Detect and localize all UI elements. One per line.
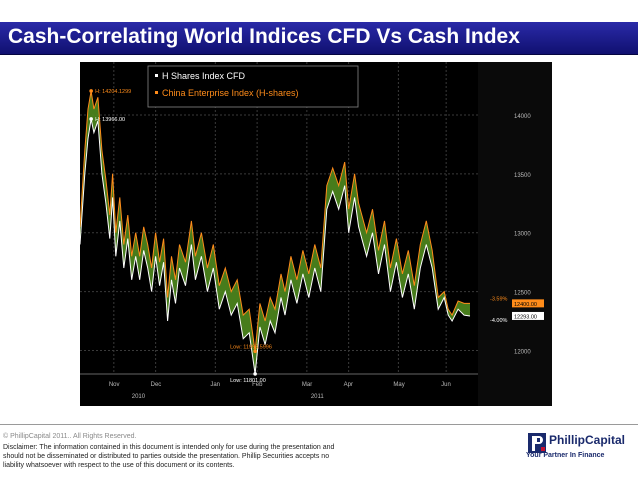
change-label: -4.00% xyxy=(490,318,508,324)
annotation-marker xyxy=(253,349,257,354)
footer-divider xyxy=(0,424,638,425)
disclaimer-text: Disclaimer: The information contained in… xyxy=(3,444,335,469)
annotation-marker xyxy=(89,117,93,121)
x-tick-label: May xyxy=(393,382,404,388)
logo-name: PhillipCapital xyxy=(549,433,626,447)
legend-entry: H Shares Index CFD xyxy=(162,71,246,81)
y-tick-label: 12500 xyxy=(514,291,531,297)
series-line-1 xyxy=(80,90,470,352)
copyright-text: © PhillipCapital 2011.. All Rights Reser… xyxy=(3,433,137,440)
spread-band xyxy=(80,91,470,374)
chart-area: 12000 12500 13000 13500 14000 Nov Dec Jan Feb Mar… xyxy=(80,62,552,406)
price-tag-label: 12400.00 xyxy=(514,302,537,308)
chart-legend: H Shares Index CFD China Enterprise Index… xyxy=(147,65,359,108)
annotation-marker xyxy=(89,89,93,93)
price-tag xyxy=(512,299,544,308)
x-tick-label: Mar xyxy=(302,382,312,388)
y-tick-label: 13000 xyxy=(514,232,531,238)
change-label: -3.59% xyxy=(490,297,508,303)
y-tick-label: 14000 xyxy=(514,114,531,120)
x-year-label: 2010 xyxy=(132,394,146,400)
x-tick-label: Dec xyxy=(151,382,162,388)
company-logo: PhillipCapital Your Partner In Finance xyxy=(525,432,637,462)
x-tick-label: Feb xyxy=(252,382,263,388)
x-tick-label: Jan xyxy=(210,382,220,388)
x-tick-label: Apr xyxy=(344,382,353,388)
y-tick-label: 12000 xyxy=(514,349,531,355)
legend-box xyxy=(147,65,359,108)
annotation-label: H: 13966.00 xyxy=(95,117,125,123)
x-tick-label: Nov xyxy=(109,382,120,388)
legend-entry: China Enterprise Index (H-shares) xyxy=(162,88,299,98)
logo-tagline: Your Partner In Finance xyxy=(526,452,605,459)
annotation-label: Low: 11993.5996 xyxy=(230,344,272,350)
x-year-label: 2011 xyxy=(311,394,325,400)
x-tick-label: Jun xyxy=(441,382,451,388)
legend-swatch xyxy=(155,91,158,94)
y-axis-panel xyxy=(478,62,552,406)
line-chart: 12000 12500 13000 13500 14000 Nov Dec Jan Feb Mar… xyxy=(80,62,552,406)
annotation-label: Low: 11801.00 xyxy=(230,378,266,384)
chart-background xyxy=(80,62,552,406)
slide-title: Cash-Correlating World Indices CFD Vs Ca… xyxy=(8,25,520,48)
annotation-marker xyxy=(253,372,257,376)
annotation-label: H: 14204.1299 xyxy=(95,89,131,95)
y-tick-label: 13500 xyxy=(514,173,531,179)
price-tag xyxy=(512,311,544,320)
logo-p-icon xyxy=(528,433,546,453)
title-bar: Cash-Correlating World Indices CFD Vs Ca… xyxy=(0,22,638,55)
price-tag-label: 12293.00 xyxy=(514,314,537,320)
legend-swatch xyxy=(155,74,158,77)
series-line-0 xyxy=(80,118,471,374)
